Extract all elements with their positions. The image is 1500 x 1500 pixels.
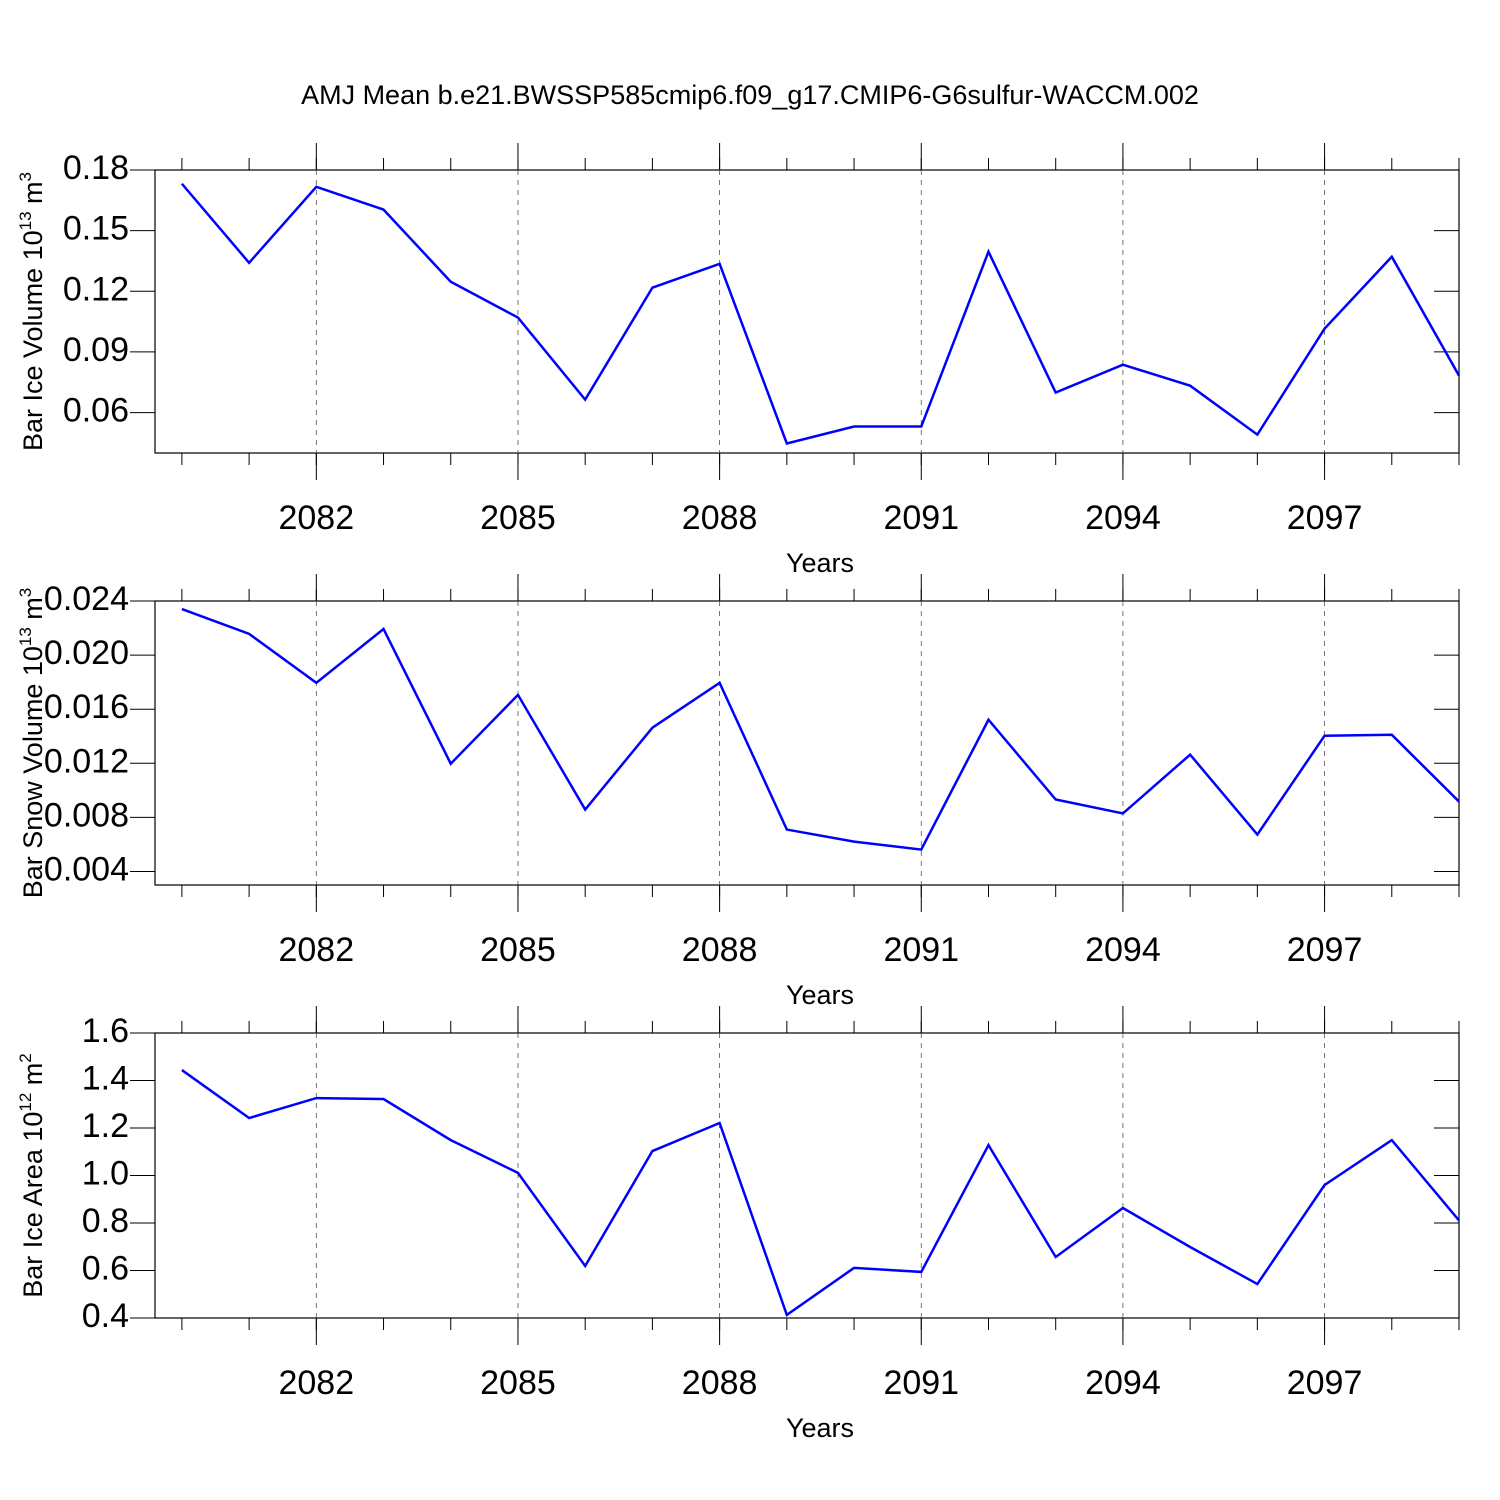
x-tick-label: 2085: [480, 499, 556, 537]
data-line: [181, 1069, 1460, 1317]
y-tick-label: 0.15: [63, 210, 129, 248]
y-tick-label: 0.06: [63, 392, 129, 430]
y-tick-label: 0.024: [44, 580, 129, 618]
y-tick-label: 1.0: [82, 1154, 129, 1192]
y-tick-label: 0.18: [63, 149, 129, 187]
x-axis-label: Years: [786, 1413, 854, 1443]
plot-frame: [154, 169, 1460, 454]
y-tick-label: 0.008: [44, 796, 129, 834]
x-tick-label: 2088: [682, 1364, 758, 1402]
x-tick-label: 2082: [278, 1364, 354, 1402]
y-tick-label: 0.016: [44, 688, 129, 726]
figure-title: AMJ Mean b.e21.BWSSP585cmip6.f09_g17.CMI…: [301, 80, 1199, 110]
x-tick-label: 2097: [1287, 931, 1363, 969]
x-tick-label: 2082: [278, 499, 354, 537]
x-tick-label: 2088: [682, 499, 758, 537]
y-tick-label: 0.020: [44, 634, 129, 672]
y-axis-label-part: Bar Snow Volume 10: [18, 646, 48, 898]
y-tick-label: 1.6: [82, 1012, 129, 1050]
x-tick-label: 2088: [682, 931, 758, 969]
y-tick-label: 0.6: [82, 1249, 129, 1287]
y-tick-label: 0.012: [44, 742, 129, 780]
y-tick-label: 0.12: [63, 270, 129, 308]
y-axis-label-superscript: 13: [16, 627, 35, 646]
x-tick-label: 2091: [883, 499, 959, 537]
y-axis-label-part: Bar Ice Volume 10: [18, 230, 48, 451]
x-axis-label: Years: [786, 548, 854, 578]
y-tick-label: 1.4: [82, 1059, 129, 1097]
y-tick-label: 0.8: [82, 1202, 129, 1240]
x-tick-label: 2082: [278, 931, 354, 969]
x-tick-label: 2094: [1085, 931, 1161, 969]
x-tick-label: 2085: [480, 1364, 556, 1402]
x-tick-label: 2097: [1287, 1364, 1363, 1402]
y-axis-label-superscript: 12: [16, 1093, 35, 1112]
y-tick-label: 0.004: [44, 850, 129, 888]
y-axis-label: Bar Snow Volume 1013 m3: [16, 588, 48, 899]
x-tick-label: 2094: [1085, 1364, 1161, 1402]
y-tick-label: 0.09: [63, 331, 129, 369]
y-axis-label: Bar Ice Area 1012 m2: [16, 1053, 48, 1298]
y-axis-label-part: m: [18, 181, 48, 211]
y-axis-label-part: m: [18, 597, 48, 627]
y-tick-label: 1.2: [82, 1107, 129, 1145]
y-axis-label-superscript: 2: [16, 1053, 35, 1062]
y-axis-label: Bar Ice Volume 1013 m3: [16, 172, 48, 451]
x-tick-label: 2091: [883, 1364, 959, 1402]
plot-frame: [154, 600, 1460, 886]
x-tick-label: 2097: [1287, 499, 1363, 537]
y-axis-label-superscript: 3: [16, 172, 35, 181]
y-axis-label-superscript: 13: [16, 211, 35, 230]
x-tick-label: 2094: [1085, 499, 1161, 537]
x-axis-label: Years: [786, 980, 854, 1010]
y-axis-label-part: Bar Ice Area 10: [18, 1112, 48, 1298]
data-line: [180, 182, 1461, 445]
y-tick-label: 0.4: [82, 1297, 129, 1335]
x-tick-label: 2085: [480, 931, 556, 969]
x-tick-label: 2091: [883, 931, 959, 969]
y-axis-label-part: m: [18, 1063, 48, 1093]
data-line: [181, 607, 1460, 851]
y-axis-label-superscript: 3: [16, 588, 35, 597]
